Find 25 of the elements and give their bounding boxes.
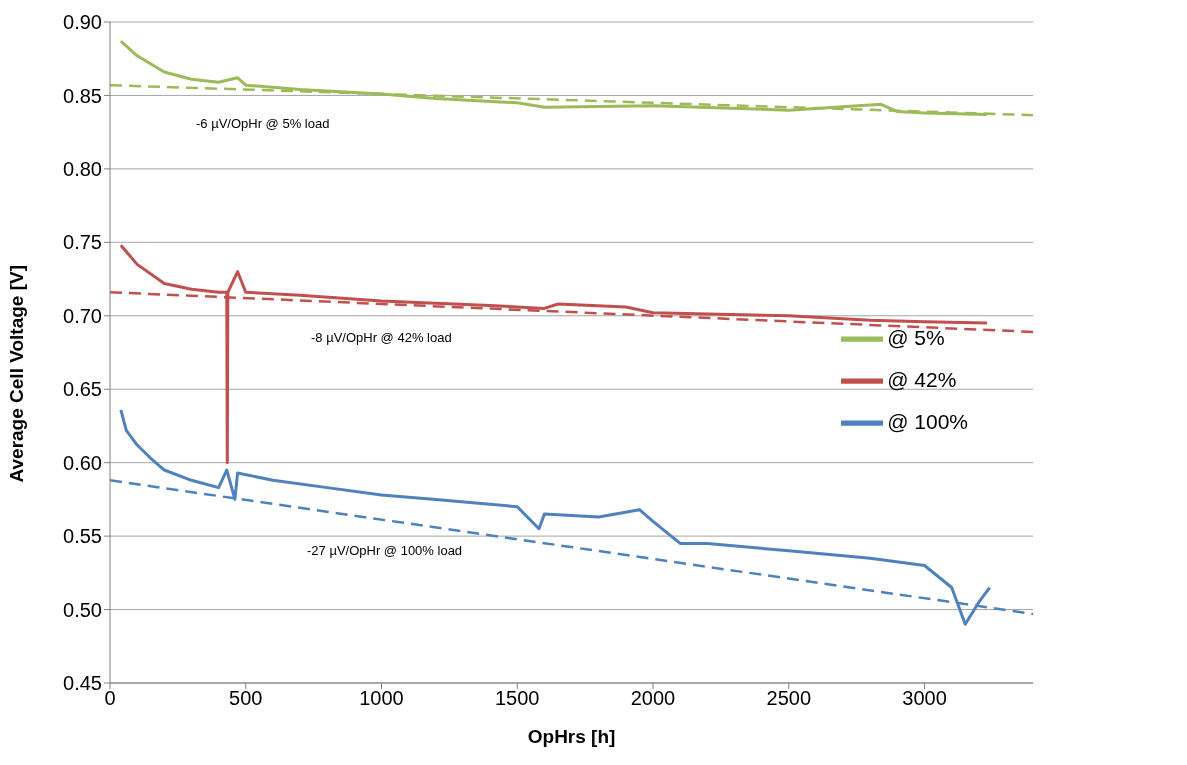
y-tick-label: 0.70: [63, 304, 102, 327]
y-tick-label: 0.50: [63, 598, 102, 621]
legend-label: @ 5%: [887, 325, 945, 349]
y-tick-label: 0.85: [63, 84, 102, 107]
y-tick-label: 0.75: [63, 231, 102, 254]
annotation: -8 µV/OpHr @ 42% load: [311, 330, 452, 345]
annotation: -6 µV/OpHr @ 5% load: [196, 116, 330, 131]
y-tick-label: 0.60: [63, 451, 102, 474]
x-tick-label: 3000: [902, 687, 947, 710]
x-axis-title: OpHrs [h]: [527, 726, 616, 747]
x-tick-label: 1500: [495, 687, 540, 710]
annotation: -27 µV/OpHr @ 100% load: [307, 543, 463, 558]
x-tick-label: 500: [229, 687, 263, 710]
y-axis-title: Average Cell Voltage [V]: [5, 264, 27, 483]
y-tick-label: 0.55: [63, 525, 102, 548]
x-tick-label: 2500: [766, 687, 812, 710]
legend-label: @ 100%: [887, 409, 968, 433]
x-tick-label: 0: [104, 687, 116, 710]
y-tick-label: 0.45: [63, 672, 102, 695]
legend-label: @ 42%: [887, 367, 957, 391]
x-tick-label: 2000: [630, 687, 676, 710]
x-tick-label: 1000: [359, 687, 404, 710]
y-tick-label: 0.80: [63, 157, 102, 180]
y-tick-label: 0.90: [63, 11, 102, 34]
y-tick-label: 0.65: [63, 378, 102, 401]
